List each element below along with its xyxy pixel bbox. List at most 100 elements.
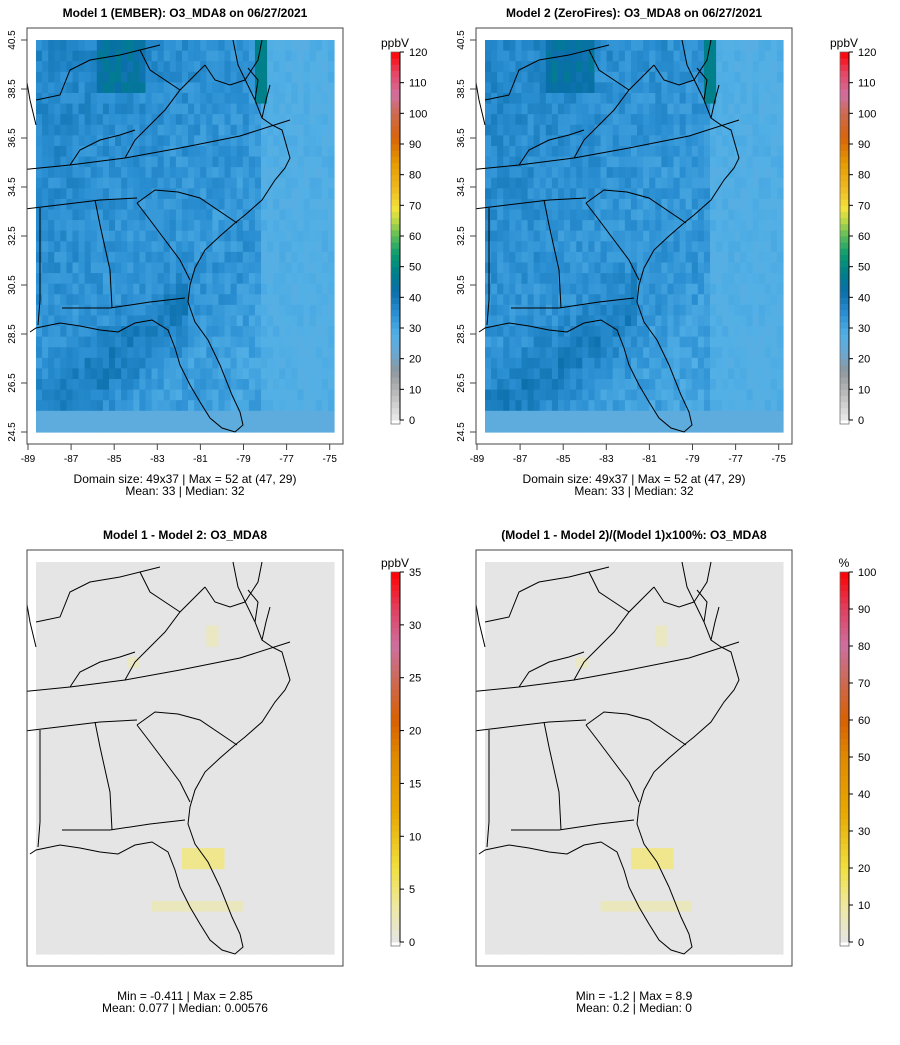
grid-cell xyxy=(588,156,596,168)
grid-cell xyxy=(267,593,274,605)
grid-cell xyxy=(661,177,669,189)
grid-cell xyxy=(42,61,49,73)
grid-cell xyxy=(261,294,268,306)
grid-cell xyxy=(485,50,492,62)
grid-cell xyxy=(108,241,116,253)
grid-cell xyxy=(600,294,608,306)
grid-cell xyxy=(139,135,147,147)
grid-cell xyxy=(697,304,705,317)
grid-cell xyxy=(181,167,189,179)
grid-cell xyxy=(212,304,220,317)
grid-cell xyxy=(139,604,147,616)
colorbar-swatch xyxy=(391,94,400,102)
grid-cell xyxy=(564,421,571,433)
grid-cell xyxy=(121,583,128,595)
grid-cell xyxy=(145,678,153,690)
grid-cell xyxy=(503,71,510,83)
grid-cell xyxy=(497,71,504,83)
grid-cell xyxy=(194,188,201,200)
grid-cell xyxy=(716,114,723,126)
grid-cell xyxy=(230,784,238,796)
grid-cell xyxy=(746,357,754,370)
grid-cell xyxy=(291,678,299,690)
grid-cell xyxy=(206,251,213,264)
grid-cell xyxy=(291,593,299,605)
colorbar-swatch xyxy=(840,125,849,133)
grid-cell xyxy=(764,368,772,380)
grid-cell xyxy=(102,336,110,348)
colorbar-tick-label: 20 xyxy=(858,354,870,366)
grid-cell xyxy=(78,562,86,574)
grid-cell xyxy=(224,145,232,158)
grid-cell xyxy=(108,188,116,200)
grid-cell xyxy=(273,273,280,285)
grid-cell xyxy=(679,336,687,348)
grid-cell xyxy=(36,805,43,817)
grid-cell xyxy=(72,572,80,584)
grid-cell xyxy=(188,135,195,147)
grid-cell xyxy=(115,347,122,359)
grid-cell xyxy=(576,92,583,105)
grid-cell xyxy=(673,82,681,94)
grid-cell xyxy=(175,562,183,574)
grid-cell xyxy=(157,92,165,105)
grid-cell xyxy=(115,614,122,627)
grid-cell xyxy=(673,188,681,200)
grid-cell xyxy=(327,731,335,743)
grid-cell xyxy=(169,304,177,317)
grid-cell xyxy=(643,177,650,189)
grid-cell xyxy=(163,657,171,669)
grid-cell xyxy=(776,357,784,370)
grid-cell xyxy=(321,251,329,264)
grid-cell xyxy=(545,61,553,73)
grid-cell xyxy=(42,379,49,391)
grid-cell xyxy=(770,177,778,189)
grid-cell xyxy=(485,410,492,422)
grid-cell xyxy=(242,710,250,722)
grid-cell xyxy=(139,336,147,348)
grid-cell xyxy=(752,262,760,274)
grid-cell xyxy=(630,124,638,136)
grid-cell xyxy=(242,657,250,669)
grid-cell xyxy=(303,614,311,627)
grid-cell xyxy=(764,241,772,253)
grid-cell xyxy=(527,50,535,62)
grid-cell xyxy=(242,262,250,274)
grid-cell xyxy=(175,50,183,62)
grid-cell xyxy=(297,92,305,105)
grid-cell xyxy=(200,636,207,648)
grid-cell xyxy=(273,262,280,274)
grid-cell xyxy=(588,61,596,73)
grid-cell xyxy=(54,646,61,658)
grid-cell xyxy=(297,304,305,317)
grid-cell xyxy=(539,379,547,391)
grid-cell xyxy=(157,614,165,627)
grid-cell xyxy=(254,379,262,391)
grid-cell xyxy=(734,50,742,62)
grid-cell xyxy=(527,40,535,52)
grid-cell xyxy=(637,198,644,211)
grid-cell xyxy=(133,326,140,338)
colorbar-swatch xyxy=(840,76,849,84)
grid-cell xyxy=(716,379,723,391)
grid-cell xyxy=(90,752,98,764)
grid-cell xyxy=(224,241,232,253)
grid-cell xyxy=(746,209,754,221)
grid-cell xyxy=(551,61,559,73)
grid-cell xyxy=(327,400,335,412)
grid-cell xyxy=(273,689,280,701)
grid-cell xyxy=(224,731,232,743)
grid-cell xyxy=(127,177,134,189)
grid-cell xyxy=(236,773,244,786)
grid-cell xyxy=(163,646,171,658)
grid-cell xyxy=(127,92,134,105)
grid-cell xyxy=(697,326,705,338)
grid-cell xyxy=(655,347,662,359)
grid-cell xyxy=(48,593,55,605)
grid-cell xyxy=(242,198,250,211)
grid-cell xyxy=(254,689,262,701)
grid-cell xyxy=(139,273,147,285)
grid-cell xyxy=(145,304,153,317)
grid-cell xyxy=(746,82,754,94)
